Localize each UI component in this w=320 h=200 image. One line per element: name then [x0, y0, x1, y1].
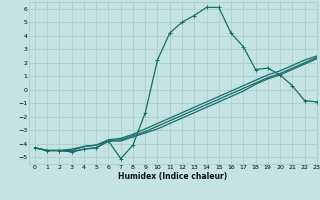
X-axis label: Humidex (Indice chaleur): Humidex (Indice chaleur) [118, 172, 228, 181]
